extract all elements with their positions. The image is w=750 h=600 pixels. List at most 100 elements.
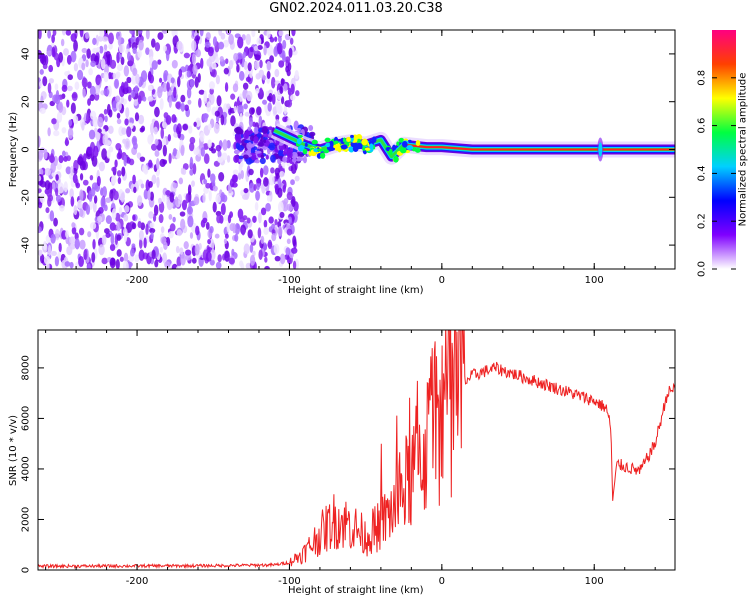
noise-blob	[63, 181, 68, 193]
noise-blob	[42, 76, 48, 87]
noise-blob	[157, 32, 164, 41]
noise-blob	[288, 216, 293, 224]
transition-blob	[235, 129, 242, 135]
noise-blob	[175, 101, 181, 109]
noise-blob	[163, 45, 167, 52]
noise-blob	[81, 77, 88, 88]
noise-blob	[95, 74, 101, 86]
transition-blob	[261, 126, 269, 134]
noise-blob	[234, 223, 241, 235]
noise-blob	[114, 78, 120, 89]
noise-blob	[69, 261, 74, 269]
noise-blob	[187, 184, 192, 196]
noise-blob	[105, 232, 111, 238]
noise-blob	[161, 136, 167, 148]
noise-blob	[177, 194, 183, 205]
noise-blob	[69, 188, 74, 199]
noise-blob	[275, 114, 280, 121]
noise-blob	[67, 127, 74, 139]
transition-blob	[262, 139, 267, 144]
noise-blob	[46, 50, 53, 56]
noise-blob	[147, 85, 153, 92]
noise-blob	[147, 95, 154, 102]
noise-blob	[82, 88, 86, 98]
noise-blob	[180, 218, 186, 230]
noise-blob	[82, 179, 89, 186]
noise-blob	[290, 94, 296, 101]
noise-blob	[97, 215, 103, 223]
noise-blob	[247, 62, 252, 72]
noise-blob	[117, 148, 123, 160]
noise-blob	[163, 73, 168, 83]
noise-blob	[47, 82, 52, 94]
noise-blob	[249, 254, 256, 266]
noise-blob	[246, 90, 253, 102]
noise-blob	[240, 262, 245, 269]
transition-blob	[308, 124, 314, 132]
transition-blob	[238, 155, 244, 160]
noise-blob	[88, 190, 93, 202]
noise-blob	[279, 170, 285, 178]
noise-blob	[231, 248, 235, 257]
noise-blob	[226, 222, 231, 233]
noise-blob	[294, 175, 300, 182]
noise-blob	[116, 249, 122, 257]
noise-blob	[217, 254, 222, 263]
noise-blob	[168, 214, 173, 220]
noise-blob	[182, 123, 188, 131]
noise-blob	[92, 239, 96, 250]
noise-blob	[78, 256, 84, 268]
transition-blob	[233, 149, 240, 155]
snr-ylabel: SNR (10 * v/v)	[7, 414, 19, 486]
noise-blob	[177, 76, 181, 88]
noise-blob	[132, 47, 137, 55]
noise-blob	[64, 71, 70, 77]
noise-blob	[164, 261, 171, 269]
noise-blob	[176, 229, 183, 237]
noise-blob	[278, 30, 284, 37]
signal-core	[403, 143, 675, 151]
noise-blob	[154, 150, 160, 157]
noise-blob	[162, 144, 167, 157]
noise-blob	[70, 50, 77, 63]
noise-blob	[169, 192, 175, 203]
transition-blob	[244, 139, 250, 144]
noise-blob	[138, 249, 145, 261]
spectrogram-ytick-label: 40	[21, 48, 32, 61]
signal-clump	[340, 144, 348, 150]
noise-blob	[208, 93, 213, 100]
noise-blob	[77, 69, 84, 81]
noise-blob	[251, 107, 255, 114]
noise-blob	[73, 39, 78, 52]
noise-blob	[153, 126, 158, 135]
noise-blob	[104, 115, 108, 123]
noise-blob	[232, 169, 239, 176]
noise-blob	[132, 67, 138, 77]
noise-blob	[120, 192, 125, 203]
noise-blob	[98, 161, 105, 172]
noise-blob	[252, 215, 257, 223]
noise-blob	[270, 167, 275, 174]
noise-blob	[215, 144, 222, 152]
noise-blob	[88, 129, 96, 140]
noise-blob	[171, 59, 178, 69]
noise-blob	[158, 77, 163, 83]
noise-blob	[116, 170, 122, 177]
transition-blob	[245, 157, 253, 165]
noise-blob	[48, 155, 55, 163]
noise-blob	[231, 174, 238, 183]
noise-blob	[243, 187, 249, 194]
signal-clump	[348, 146, 355, 153]
noise-blob	[145, 223, 149, 236]
noise-blob	[218, 171, 225, 182]
noise-blob	[234, 233, 239, 242]
signal-clump	[399, 146, 407, 154]
noise-blob	[271, 223, 276, 230]
noise-blob	[123, 81, 129, 92]
noise-blob	[46, 188, 52, 198]
noise-blob	[149, 122, 155, 135]
noise-blob	[107, 125, 114, 135]
noise-blob	[94, 85, 100, 96]
noise-blob	[184, 104, 189, 112]
noise-blob	[286, 99, 293, 108]
